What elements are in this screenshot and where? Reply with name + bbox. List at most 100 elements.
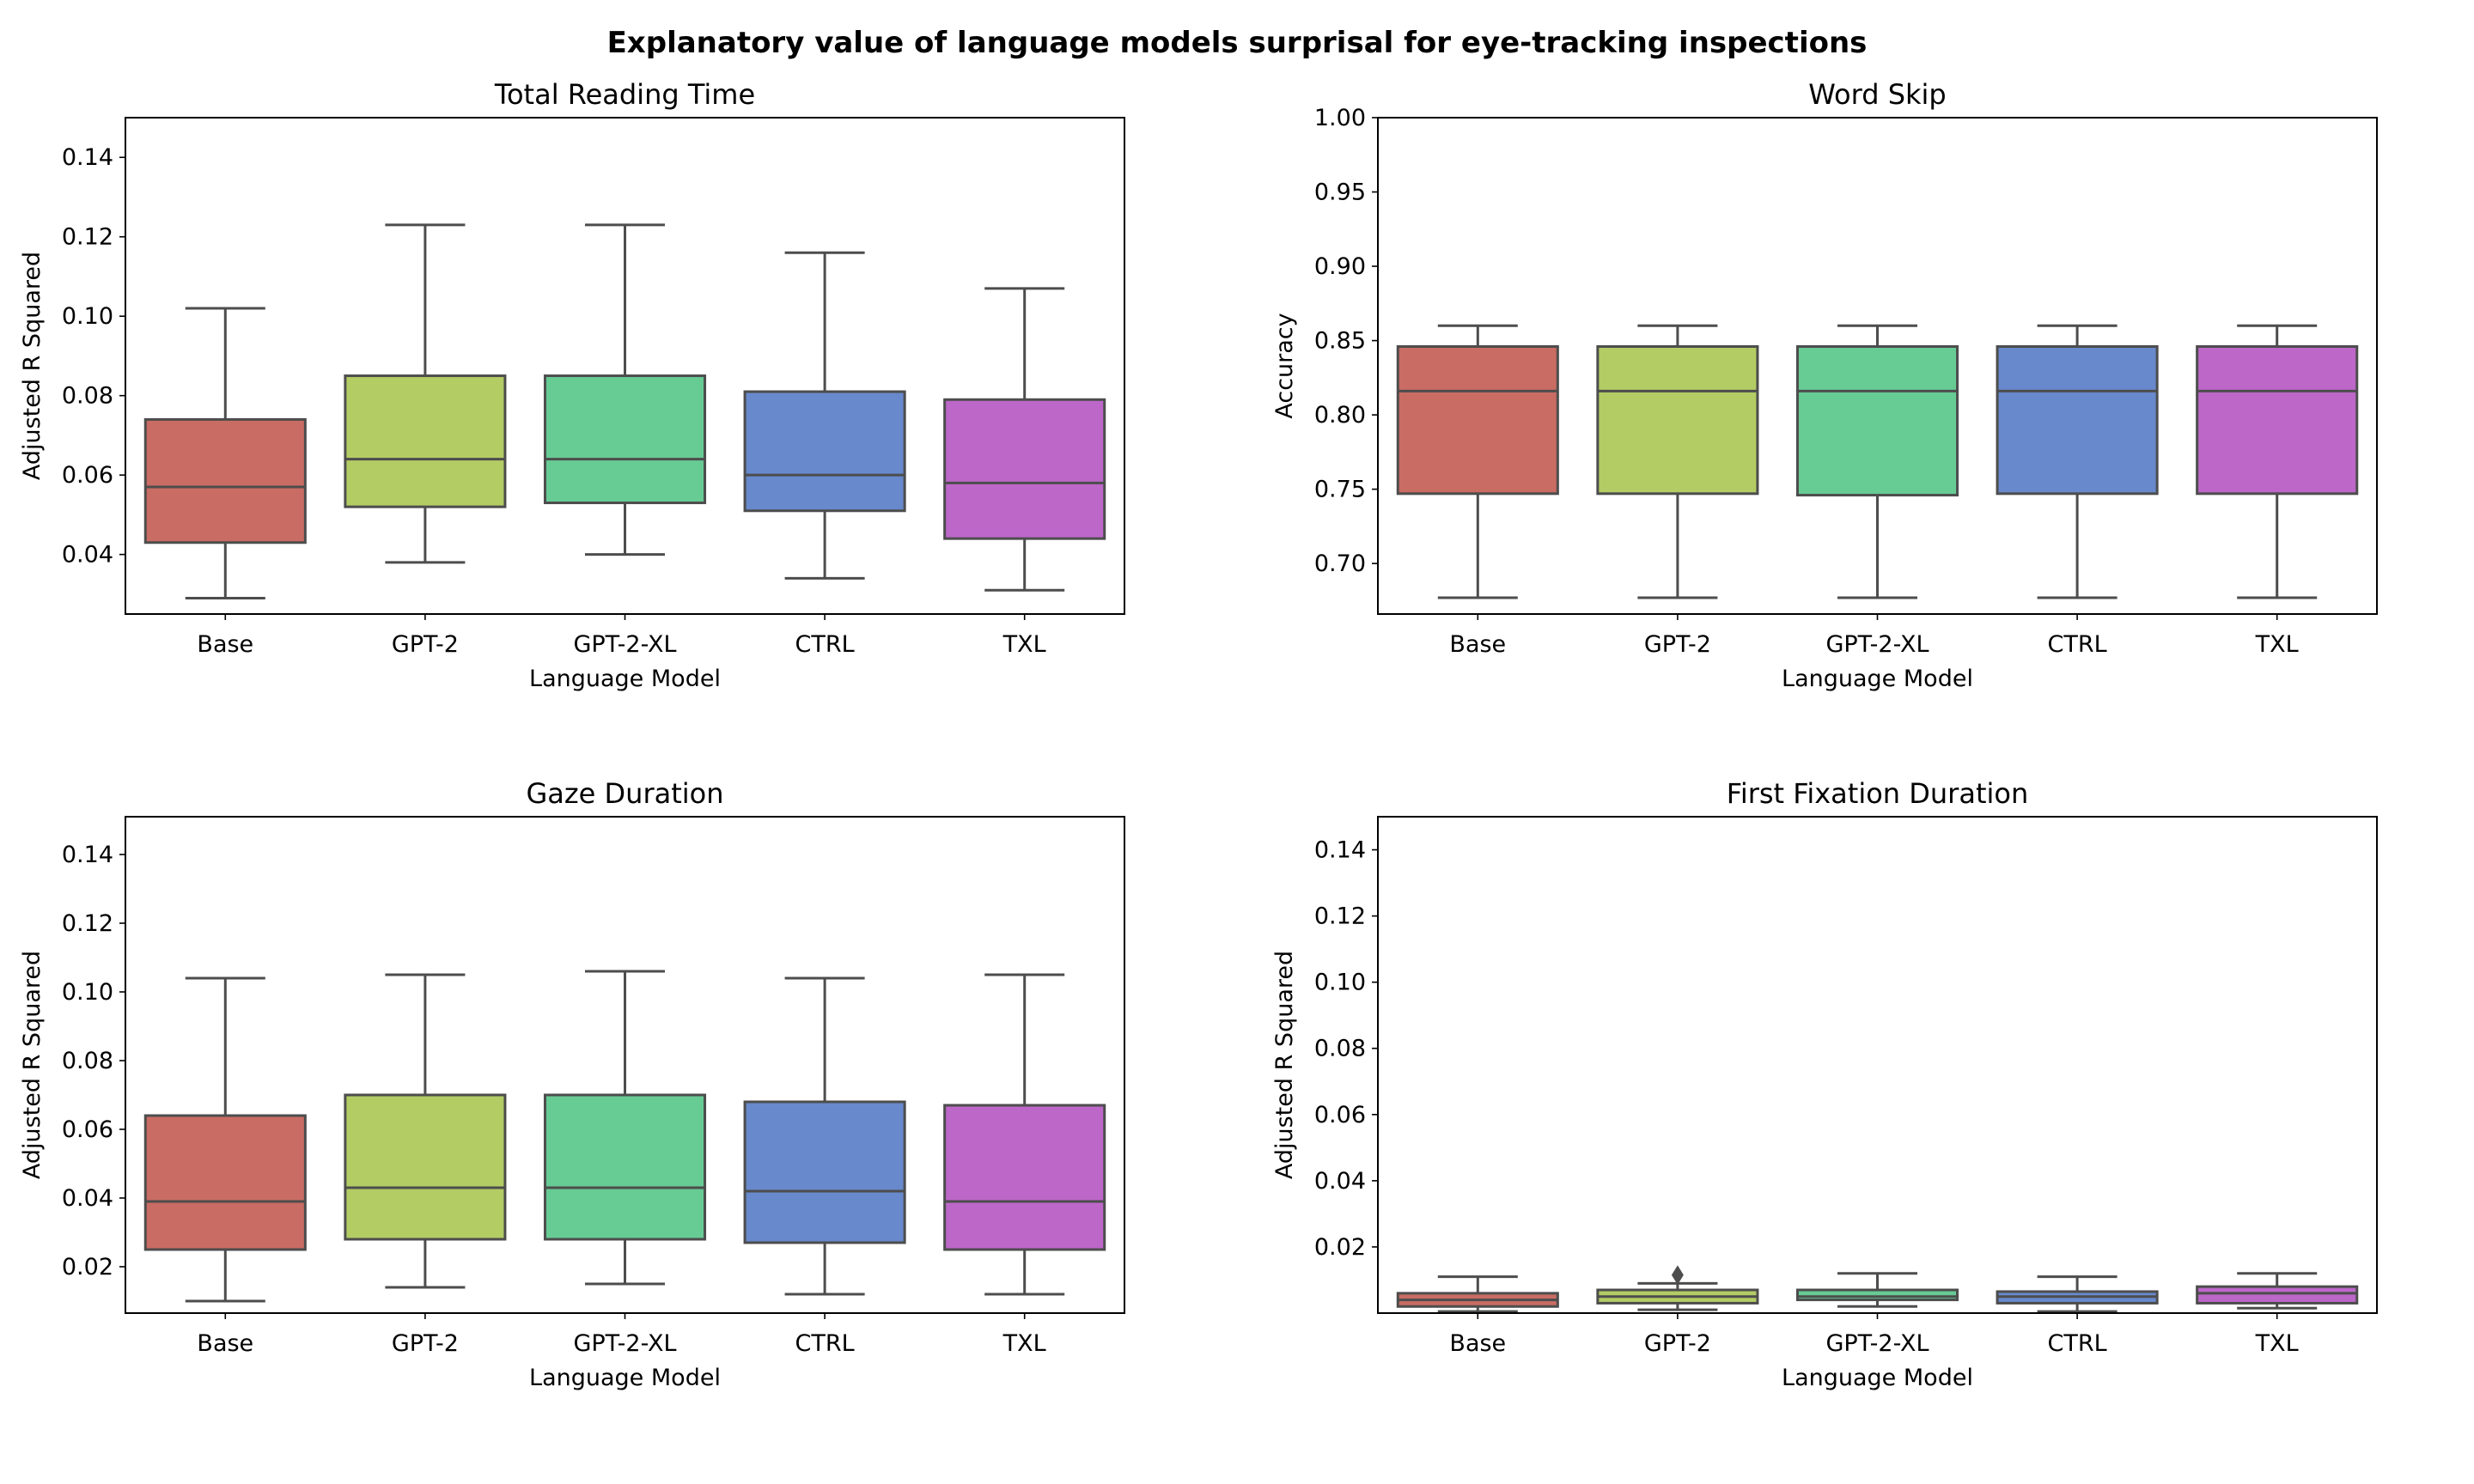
box-gpt-2-xl (543, 223, 707, 556)
y-tick-label: 0.04 (62, 1185, 113, 1212)
x-axis-label: Language Model (529, 666, 721, 692)
box-txl (2196, 1272, 2359, 1310)
y-tick-label: 0.12 (62, 224, 113, 251)
subplot-gaze-duration: Gaze Duration 0.02 0.04 0.06 0.08 0.10 0.12 0.1… (19, 777, 1125, 1391)
box-base (1396, 1275, 1559, 1313)
x-axis-label: Language Model (1782, 1365, 1973, 1391)
y-tick-label: 0.80 (1314, 402, 1366, 429)
x-tick-label: Base (1449, 1330, 1506, 1357)
y-tick-label: 0.90 (1314, 253, 1366, 280)
y-tick-label: 0.14 (62, 842, 113, 868)
y-tick-label: 0.10 (1314, 970, 1366, 996)
box-body (943, 1104, 1106, 1251)
box-ctrl (1996, 1275, 2159, 1313)
figure-title: Explanatory value of language models sur… (607, 26, 1868, 60)
y-tick-label: 0.08 (62, 1048, 113, 1074)
x-tick-label: GPT-2-XL (573, 1330, 676, 1357)
box-gpt-2 (344, 223, 507, 564)
y-tick-label: 0.06 (1314, 1102, 1366, 1128)
plot-frame (125, 816, 1125, 1314)
x-axis-label: Language Model (529, 1365, 721, 1391)
y-tick-label: 0.85 (1314, 328, 1366, 355)
y-tick-label: 0.06 (62, 462, 113, 489)
box-gpt-2 (1596, 324, 1759, 599)
x-tick-label: CTRL (795, 631, 855, 658)
y-tick-label: 0.02 (1314, 1234, 1366, 1261)
x-tick-label: GPT-2-XL (1825, 1330, 1929, 1357)
box-body (344, 1093, 507, 1241)
x-tick-label: Base (1449, 631, 1506, 658)
y-tick-label: 0.06 (62, 1116, 113, 1143)
y-tick-label: 0.08 (1314, 1036, 1366, 1062)
x-tick-label: CTRL (2048, 631, 2107, 658)
box-txl (2196, 324, 2359, 599)
x-tick-label: TXL (2255, 631, 2299, 658)
box-base (143, 976, 307, 1303)
y-tick-label: 1.00 (1314, 105, 1366, 131)
box-base (143, 307, 307, 600)
box-body (1396, 345, 1559, 496)
box-ctrl (1996, 324, 2159, 599)
plot-frame (1377, 816, 2378, 1314)
x-tick-label: GPT-2-XL (1825, 631, 1929, 658)
box-gpt-2-xl (1795, 324, 1959, 599)
x-tick-label: TXL (2255, 1330, 2299, 1357)
plot-frame (125, 117, 1125, 615)
box-gpt-2 (1596, 1265, 1759, 1311)
x-tick-label: GPT-2 (392, 631, 459, 658)
subplot-total-reading-time: Total Reading Time 0.04 0.06 0.08 0.10 0.12 0.… (19, 78, 1125, 692)
box-ctrl (743, 976, 906, 1296)
box-body (743, 390, 906, 513)
box-body (743, 1100, 906, 1244)
subplot-title: Word Skip (1808, 78, 1946, 111)
x-tick-label: GPT-2 (1644, 631, 1711, 658)
box-txl (943, 287, 1106, 592)
y-tick-label: 0.95 (1314, 179, 1366, 206)
box-base (1396, 324, 1559, 599)
y-axis-label: Adjusted R Squared (19, 951, 46, 1179)
subplot-title: First Fixation Duration (1727, 777, 2028, 810)
subplots: Total Reading Time 0.04 0.06 0.08 0.10 0.12 0.… (19, 78, 2378, 1391)
x-tick-label: GPT-2 (392, 1330, 459, 1357)
y-tick-label: 0.04 (62, 542, 113, 569)
subplot-title: Total Reading Time (494, 78, 755, 111)
y-tick-label: 0.70 (1314, 550, 1366, 577)
box-body (2196, 1285, 2359, 1305)
box-gpt-2 (344, 973, 507, 1289)
x-tick-label: Base (197, 631, 253, 658)
subplot-title: Gaze Duration (526, 777, 723, 810)
box-gpt-2-xl (543, 970, 707, 1286)
y-tick-label: 0.10 (62, 303, 113, 330)
x-tick-label: GPT-2 (1644, 1330, 1711, 1357)
box-body (1795, 345, 1959, 497)
y-tick-label: 0.75 (1314, 477, 1366, 503)
box-body (943, 398, 1106, 540)
box-body (2196, 345, 2359, 496)
box-body (1596, 345, 1759, 496)
box-txl (943, 973, 1106, 1296)
y-axis-label: Adjusted R Squared (1271, 951, 1298, 1179)
y-tick-label: 0.10 (62, 979, 113, 1006)
x-tick-label: Base (197, 1330, 253, 1357)
box-body (344, 374, 507, 508)
y-tick-label: 0.02 (62, 1254, 113, 1280)
box-body (1795, 1288, 1959, 1302)
x-axis-label: Language Model (1782, 666, 1973, 692)
box-body (143, 417, 307, 544)
box-gpt-2-xl (1795, 1272, 1959, 1308)
x-tick-label: CTRL (795, 1330, 855, 1357)
box-body (543, 374, 707, 505)
box-body (143, 1114, 307, 1251)
plot-frame (1377, 117, 2378, 615)
y-tick-label: 0.14 (1314, 837, 1366, 864)
y-axis-label: Accuracy (1271, 313, 1298, 418)
y-tick-label: 0.14 (62, 144, 113, 171)
x-tick-label: CTRL (2048, 1330, 2107, 1357)
subplot-word-skip: Word Skip 0.70 0.75 0.80 0.85 0.90 0.95 1.00 Bas… (1271, 78, 2378, 692)
box-body (1996, 345, 2159, 496)
y-tick-label: 0.08 (62, 383, 113, 410)
y-axis-label: Adjusted R Squared (19, 252, 46, 480)
y-tick-label: 0.12 (1314, 903, 1366, 930)
x-tick-label: GPT-2-XL (573, 631, 676, 658)
